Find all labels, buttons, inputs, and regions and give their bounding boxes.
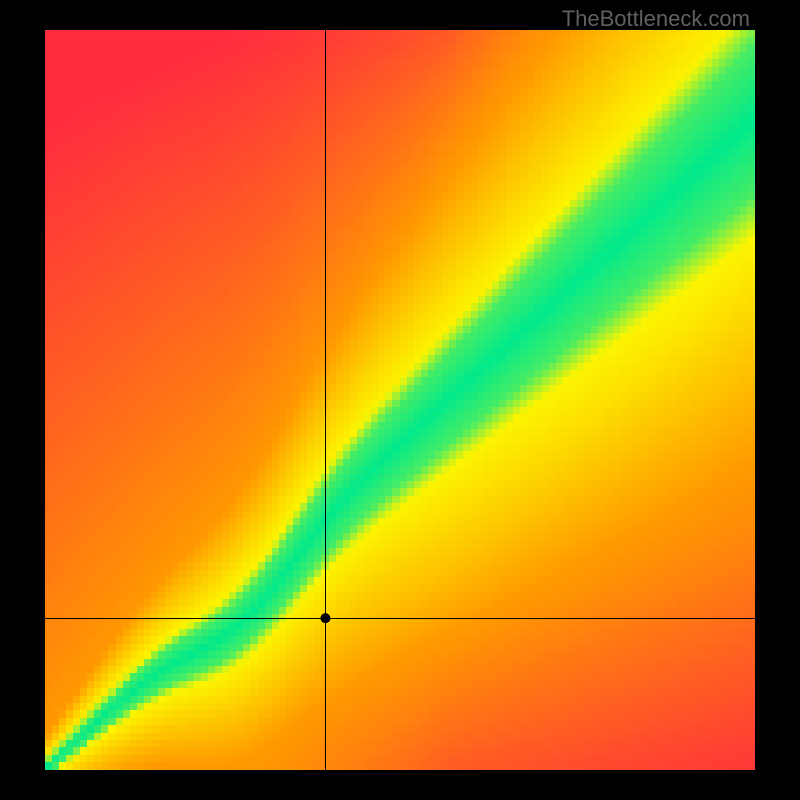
chart-container: TheBottleneck.com	[0, 0, 800, 800]
watermark-text: TheBottleneck.com	[562, 6, 750, 32]
bottleneck-heatmap	[45, 30, 755, 770]
